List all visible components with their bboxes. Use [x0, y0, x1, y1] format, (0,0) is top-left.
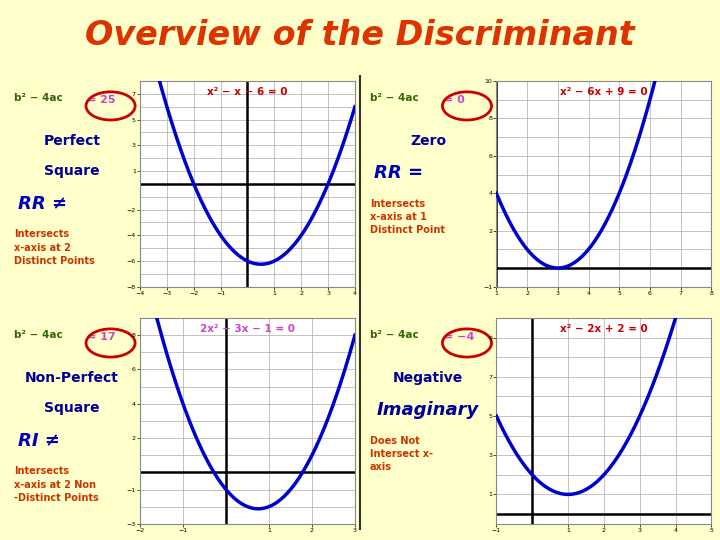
- Text: Intersects
x-axis at 2 Non
-Distinct Points: Intersects x-axis at 2 Non -Distinct Poi…: [14, 467, 99, 503]
- Text: Intersects
x-axis at 1
Distinct Point: Intersects x-axis at 1 Distinct Point: [370, 199, 445, 235]
- Text: = 17: = 17: [87, 332, 116, 342]
- Text: b² − 4ac: b² − 4ac: [370, 330, 419, 340]
- Text: x² − 2x + 2 = 0: x² − 2x + 2 = 0: [560, 324, 648, 334]
- Text: x² − x − 6 = 0: x² − x − 6 = 0: [207, 87, 288, 97]
- Text: = −4: = −4: [444, 332, 474, 342]
- Text: Intersects
x-axis at 2
Distinct Points: Intersects x-axis at 2 Distinct Points: [14, 230, 94, 266]
- Text: Square: Square: [44, 401, 99, 415]
- Text: RR =: RR =: [374, 164, 423, 183]
- Text: Perfect: Perfect: [43, 134, 100, 148]
- Text: RI ≠: RI ≠: [17, 432, 60, 450]
- Text: x² − 6x + 9 = 0: x² − 6x + 9 = 0: [560, 87, 648, 97]
- Text: Non-Perfect: Non-Perfect: [25, 371, 119, 385]
- Text: Zero: Zero: [410, 134, 446, 148]
- Text: Negative: Negative: [393, 371, 464, 385]
- Text: Does Not
Intersect x-
axis: Does Not Intersect x- axis: [370, 436, 433, 472]
- Text: = 25: = 25: [87, 95, 116, 105]
- Text: RR ≠: RR ≠: [17, 195, 67, 213]
- Text: Square: Square: [44, 164, 99, 178]
- Text: = 0: = 0: [444, 95, 464, 105]
- Text: 2x² − 3x − 1 = 0: 2x² − 3x − 1 = 0: [200, 324, 295, 334]
- Text: b² − 4ac: b² − 4ac: [14, 330, 63, 340]
- Text: Overview of the Discriminant: Overview of the Discriminant: [85, 19, 635, 52]
- Text: b² − 4ac: b² − 4ac: [14, 93, 63, 103]
- Text: b² − 4ac: b² − 4ac: [370, 93, 419, 103]
- Text: Imaginary: Imaginary: [377, 401, 480, 420]
